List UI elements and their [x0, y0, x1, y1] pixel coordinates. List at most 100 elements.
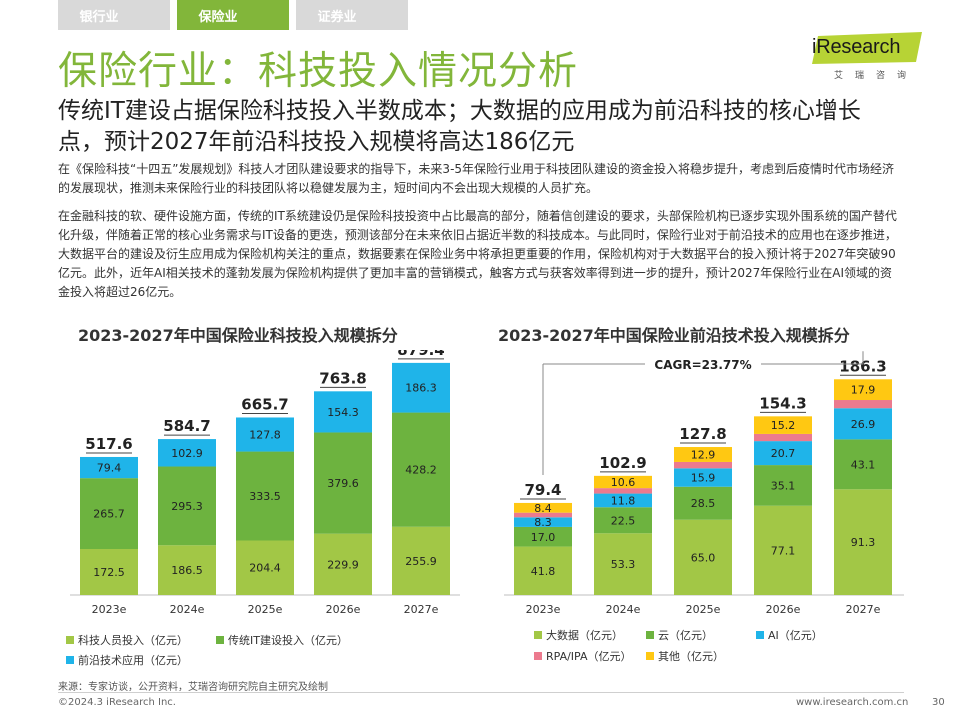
- legend-swatch: [534, 631, 542, 639]
- category-label: 2027e: [404, 603, 439, 616]
- paragraph-infrastructure: 在金融科技的软、硬件设施方面，传统的IT系统建设仍是保险科技投资中占比最高的部分…: [58, 209, 897, 299]
- bar-2027e-series-4: [834, 379, 892, 401]
- bar-2027e-series-2: [834, 408, 892, 440]
- data-label: 295.3: [171, 500, 203, 513]
- legend-label: 大数据（亿元）: [546, 628, 623, 642]
- category-label: 2023e: [526, 603, 561, 616]
- data-label: 379.6: [327, 477, 359, 490]
- page-title: 保险行业：科技投入情况分析: [58, 49, 579, 94]
- data-label: 41.8: [531, 565, 556, 578]
- bar-2027e-series-0: [392, 526, 450, 595]
- data-label: 265.7: [93, 508, 125, 521]
- footer-divider: [58, 692, 904, 693]
- legend-swatch: [66, 636, 74, 644]
- bar-2027e-series-3: [834, 400, 892, 409]
- data-label: 17.0: [531, 531, 556, 544]
- data-label: 20.7: [771, 447, 796, 460]
- logo-mark-icon: [812, 32, 922, 64]
- bar-2023e-series-4: [514, 502, 572, 513]
- data-label: 43.1: [851, 458, 876, 471]
- total-label: 79.4: [524, 481, 561, 499]
- category-label: 2026e: [326, 603, 361, 616]
- data-label: 35.1: [771, 479, 796, 492]
- data-label: 15.2: [771, 419, 796, 432]
- total-label: 665.7: [241, 395, 288, 413]
- legend-label: RPA/IPA（亿元）: [546, 650, 632, 663]
- legend-label: 其他（亿元）: [658, 650, 724, 663]
- data-label: 127.8: [249, 429, 281, 442]
- data-label: 22.5: [611, 514, 636, 527]
- bar-2024e-series-0: [158, 545, 216, 595]
- data-label: 79.4: [97, 462, 122, 475]
- data-label: 26.9: [851, 418, 876, 431]
- bar-2024e-series-0: [594, 533, 652, 595]
- paragraph-team: 在《保险科技“十四五”发展规划》科技人才团队建设要求的指导下，未来3-5年保险行…: [58, 162, 895, 195]
- page-number: 30: [932, 697, 945, 708]
- cagr-annotation: CAGR=23.77%: [654, 358, 751, 372]
- bar-2024e-series-1: [158, 466, 216, 546]
- bar-2025e-series-4: [674, 447, 732, 462]
- tab-banking[interactable]: 银行业: [58, 0, 170, 30]
- total-label: 763.8: [319, 369, 366, 387]
- data-label: 154.3: [327, 406, 359, 419]
- legend-swatch: [534, 652, 542, 660]
- bar-2023e-series-1: [514, 526, 572, 547]
- tab-securities[interactable]: 证券业: [296, 0, 408, 30]
- bar-2026e-series-0: [754, 505, 812, 595]
- chart1-title: 2023-2027年中国保险业科技投入规模拆分: [78, 326, 398, 345]
- data-label: 77.1: [771, 544, 796, 557]
- cagr-label-bg: [645, 354, 761, 374]
- legend-swatch: [646, 631, 654, 639]
- bar-2024e-series-3: [594, 488, 652, 494]
- bar-2025e-series-0: [674, 519, 732, 595]
- data-label: 172.5: [93, 566, 125, 579]
- category-label: 2025e: [686, 603, 721, 616]
- data-label: 333.5: [249, 490, 281, 503]
- bar-2026e-series-3: [754, 433, 812, 442]
- iresearch-logo: iResearch 艾瑞咨询: [812, 32, 924, 86]
- bar-2025e-series-1: [236, 451, 294, 541]
- bar-2025e-series-1: [674, 486, 732, 520]
- data-label: 8.4: [534, 502, 552, 515]
- data-label: 102.9: [171, 447, 203, 460]
- category-label: 2023e: [92, 603, 127, 616]
- bar-2023e-series-2: [514, 517, 572, 527]
- data-label: 65.0: [691, 551, 716, 564]
- website-link[interactable]: www.iresearch.com.cn: [796, 697, 909, 708]
- category-label: 2027e: [846, 603, 881, 616]
- data-label: 229.9: [327, 558, 359, 571]
- source-note: 来源：专家访谈，公开资料，艾瑞咨询研究院自主研究及绘制: [58, 682, 328, 693]
- bar-2024e-series-1: [594, 507, 652, 534]
- data-label: 11.8: [611, 494, 636, 507]
- data-label: 255.9: [405, 555, 437, 568]
- bar-2023e-series-3: [514, 512, 572, 518]
- bar-2024e-series-4: [594, 475, 652, 489]
- total-label: 154.3: [759, 394, 806, 412]
- legend-swatch: [216, 636, 224, 644]
- data-label: 186.3: [405, 382, 437, 395]
- total-label: 584.7: [163, 417, 210, 435]
- legend-swatch: [646, 652, 654, 660]
- legend-label: 传统IT建设投入（亿元）: [228, 633, 348, 647]
- bar-2026e-series-1: [314, 432, 372, 534]
- bar-2023e-series-2: [80, 456, 138, 479]
- total-label: 102.9: [599, 454, 646, 472]
- total-label: 879.4: [397, 350, 444, 359]
- data-label: 28.5: [691, 497, 716, 510]
- bar-2026e-series-2: [754, 441, 812, 466]
- bar-2026e-series-1: [754, 465, 812, 506]
- tab-insurance[interactable]: 保险业: [177, 0, 289, 30]
- category-label: 2025e: [248, 603, 283, 616]
- bar-2027e-series-1: [834, 439, 892, 490]
- legend-label: 云（亿元）: [658, 629, 713, 642]
- tech-investment-chart: 172.5 265.7 79.4 517.6 2023e 186.5 295.3 102.9 5…: [66, 350, 460, 667]
- legend-label: 科技人员投入（亿元）: [78, 633, 188, 647]
- data-label: 53.3: [611, 558, 636, 571]
- total-label: 186.3: [839, 357, 886, 375]
- bar-2025e-series-3: [674, 461, 732, 469]
- bar-2023e-series-0: [514, 546, 572, 595]
- sector-tabs: 银行业 保险业 证券业: [58, 0, 408, 30]
- data-label: 186.5: [171, 564, 203, 577]
- legend-label: 前沿技术应用（亿元）: [78, 653, 188, 667]
- total-label: 517.6: [85, 435, 132, 453]
